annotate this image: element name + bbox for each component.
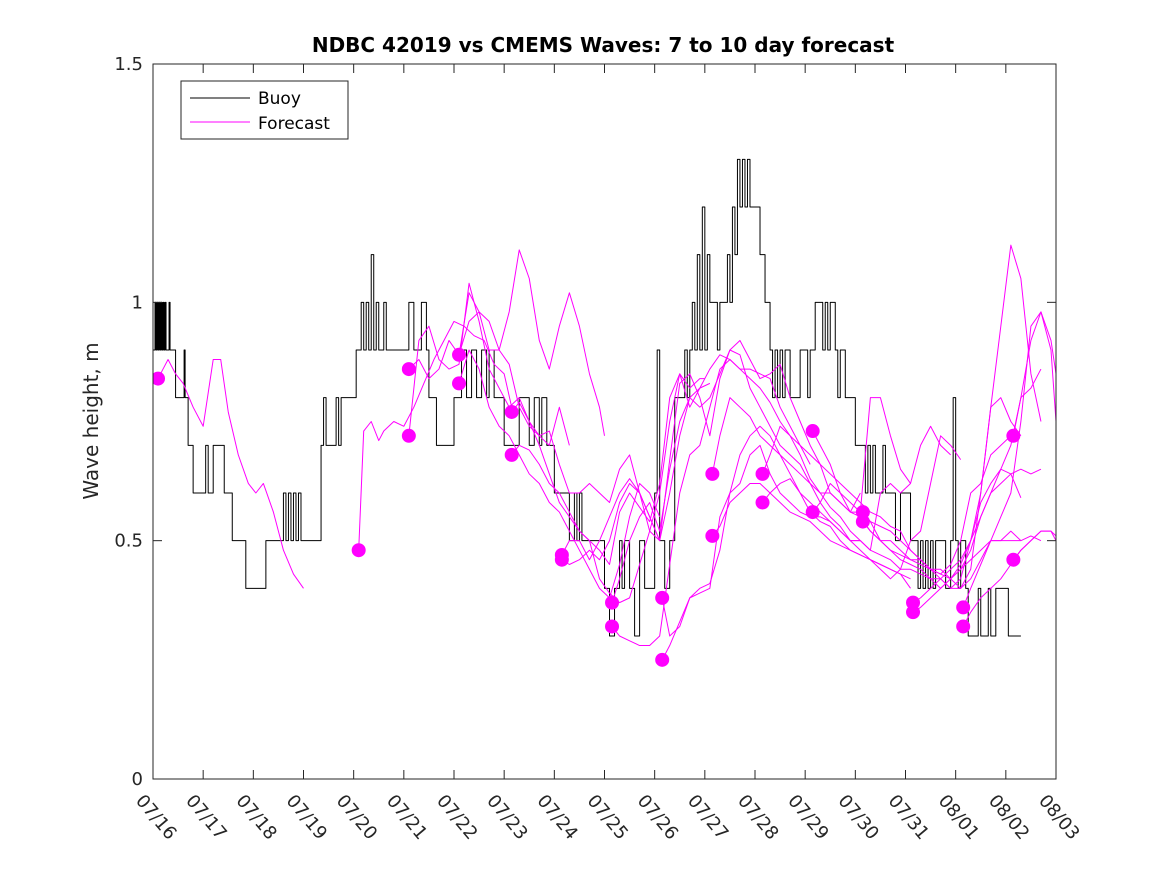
legend-label-buoy: Buoy	[258, 89, 301, 109]
forecast-start-marker	[351, 543, 366, 558]
forecast-start-marker	[805, 505, 820, 520]
forecast-start-marker	[755, 495, 770, 510]
forecast-start-marker	[655, 652, 670, 667]
forecast-start-marker	[605, 595, 620, 610]
forecast-start-marker	[1006, 428, 1021, 443]
forecast-start-marker	[452, 376, 467, 391]
y-axis: 0 0.5 1 1.5	[114, 54, 1056, 790]
forecast-series-line	[408, 249, 605, 436]
forecast-start-marker	[956, 600, 971, 615]
forecast-series-line	[1012, 530, 1056, 561]
forecast-series-line	[561, 354, 811, 565]
forecast-start-marker	[655, 590, 670, 605]
forecast-start-marker	[605, 619, 620, 634]
forecast-series-line	[812, 397, 951, 513]
y-axis-label: Wave height, m	[79, 342, 103, 499]
legend: Buoy Forecast	[180, 80, 349, 140]
forecast-series-line	[458, 349, 661, 599]
forecast-start-marker	[906, 605, 921, 620]
forecast-series-line	[1012, 311, 1056, 436]
forecast-series-line	[762, 478, 1022, 589]
forecast-start-marker	[153, 371, 166, 386]
forecast-series-line	[912, 535, 1042, 613]
forecast-start-marker	[401, 362, 416, 377]
forecast-series-line	[408, 282, 570, 446]
buoy-series-line	[153, 158, 1021, 637]
legend-box	[180, 80, 349, 140]
y-tick-label: 0.5	[114, 531, 143, 552]
forecast-start-marker	[452, 347, 467, 362]
y-tick-label: 1.5	[114, 54, 143, 75]
forecast-start-marker	[504, 404, 519, 419]
forecast-series-line	[458, 311, 661, 541]
forecast-series-line	[711, 482, 911, 580]
series-layer	[153, 158, 1056, 667]
forecast-start-marker	[755, 466, 770, 481]
forecast-start-marker	[554, 552, 569, 567]
forecast-start-marker	[1006, 552, 1021, 567]
legend-label-forecast: Forecast	[258, 114, 330, 134]
forecast-series-line	[561, 339, 861, 561]
forecast-start-marker	[504, 447, 519, 462]
forecast-series-line	[962, 311, 1056, 608]
y-tick-label: 0	[132, 769, 143, 790]
forecast-series-line	[157, 359, 304, 589]
forecast-start-marker	[956, 619, 971, 634]
forecast-series-line	[358, 320, 513, 551]
forecast-start-marker	[705, 528, 720, 543]
chart-title: NDBC 42019 vs CMEMS Waves: 7 to 10 day f…	[312, 33, 895, 57]
forecast-series-line	[511, 373, 711, 565]
forecast-start-marker	[705, 466, 720, 481]
y-tick-label: 1	[132, 292, 143, 313]
forecast-start-marker	[805, 424, 820, 439]
forecast-series-line	[611, 359, 861, 647]
forecast-start-marker	[401, 428, 416, 443]
forecast-series-line	[511, 373, 705, 604]
forecast-start-marker	[855, 514, 870, 529]
